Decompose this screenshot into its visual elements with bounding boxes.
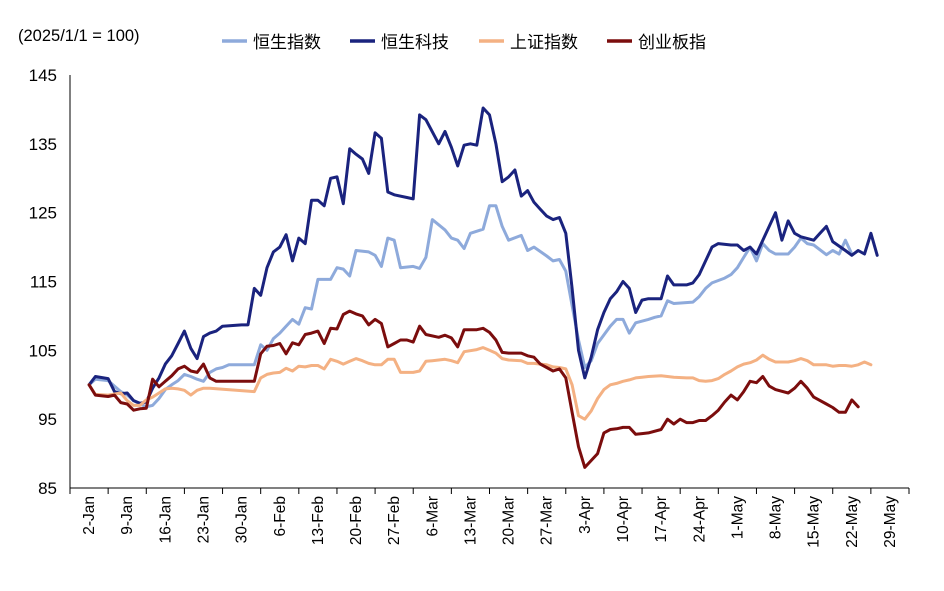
x-tick-label: 1-May: [729, 496, 746, 539]
series-layer: [87, 106, 879, 469]
legend: 恒生指数 恒生科技 上证指数 创业板指: [222, 33, 706, 53]
x-axis: 2-Jan 9-Jan 16-Jan 23-Jan 30-Jan 6-Feb 13-Feb 2…: [69, 487, 910, 548]
x-tick-label: 9-Jan: [119, 496, 136, 535]
x-tick-label: 29-May: [882, 496, 899, 548]
x-tick-label: 13-Feb: [310, 496, 327, 545]
x-tick-label: 15-May: [806, 496, 823, 548]
y-tick-label: 145: [29, 66, 57, 85]
series-line-2: [87, 346, 873, 421]
x-tick-label: 13-Mar: [462, 496, 479, 545]
x-tick-label: 3-Apr: [577, 496, 594, 534]
x-tick-label: 27-Feb: [386, 496, 403, 545]
y-tick-label: 135: [29, 135, 57, 154]
legend-label-3: 创业板指: [638, 33, 706, 53]
legend-label-2: 上证指数: [510, 33, 578, 53]
y-axis: 85 95 105 115 125 135 145: [29, 66, 71, 498]
x-tick-label: 23-Jan: [195, 496, 212, 543]
unit-label: (2025/1/1 = 100): [18, 27, 140, 45]
x-tick-label: 17-Apr: [653, 496, 670, 543]
x-tick-label: 6-Mar: [424, 496, 441, 536]
x-tick-label: 16-Jan: [157, 496, 174, 543]
x-tick-label: 10-Apr: [615, 496, 632, 543]
series-line-0: [87, 204, 854, 409]
legend-label-0: 恒生指数: [253, 33, 321, 53]
x-tick-label: 22-May: [844, 496, 861, 548]
x-tick-label: 27-Mar: [539, 496, 556, 545]
y-tick-label: 85: [38, 479, 57, 498]
x-tick-label: 20-Mar: [501, 496, 518, 545]
y-tick-label: 95: [38, 410, 57, 429]
x-tick-label: 8-May: [768, 496, 785, 539]
y-tick-label: 105: [29, 341, 57, 360]
x-tick-label: 20-Feb: [348, 496, 365, 545]
x-tick-label: 30-Jan: [234, 496, 251, 543]
series-line-1: [87, 106, 879, 405]
x-tick-label: 6-Feb: [272, 496, 289, 537]
y-tick-label: 115: [30, 273, 57, 292]
y-tick-label: 125: [29, 204, 57, 223]
legend-label-1: 恒生科技: [381, 33, 449, 53]
series-line-3: [87, 309, 860, 469]
x-tick-label: 24-Apr: [691, 496, 708, 543]
x-tick-label: 2-Jan: [81, 496, 98, 535]
